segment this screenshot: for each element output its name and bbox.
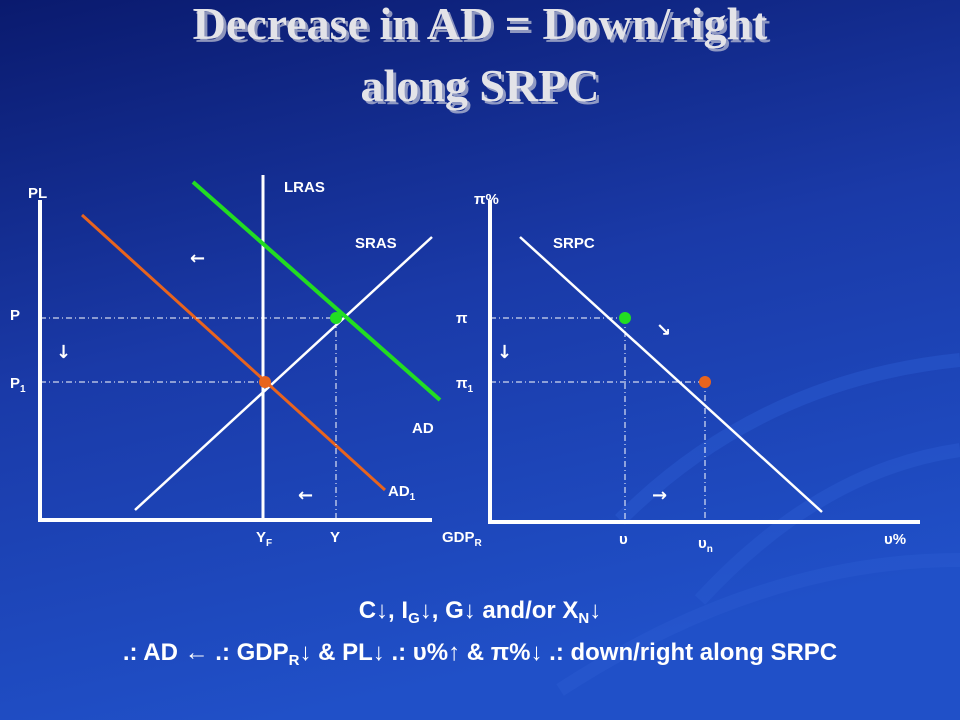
arrow: ↓: [497, 342, 512, 363]
equilibrium-point: [259, 376, 271, 388]
axis-label: π%: [474, 191, 499, 208]
axis-label: υ%: [884, 531, 906, 548]
text: C↓, I: [359, 597, 408, 624]
curve-label: SRAS: [355, 235, 397, 252]
footer-line: C↓, IG↓, G↓ and/or XN↓: [359, 597, 602, 627]
output-label: Y: [330, 529, 340, 546]
arrow: ↘: [656, 320, 671, 341]
text: ↓, G↓ and/or X: [420, 597, 579, 624]
curve-label: AD: [412, 420, 434, 437]
label-main: Y: [256, 529, 266, 546]
swirl-decoration: [556, 353, 960, 696]
title-shadow: Decrease in AD = Down/right: [196, 1, 771, 52]
ad1-line: [80, 213, 387, 492]
title: Decrease in AD = Down/right: [193, 0, 768, 49]
text: .: AD ← .: GDP: [123, 639, 289, 666]
label-main: AD: [388, 483, 410, 500]
label-sub: 1: [467, 384, 473, 395]
label-sub: 1: [20, 384, 26, 395]
arrow: ↓: [56, 342, 71, 363]
price-label: P: [10, 307, 20, 324]
curve-label: AD1: [388, 483, 416, 503]
equilibrium-point: [619, 312, 631, 324]
label-main: P: [10, 375, 20, 392]
subscript: N: [578, 610, 589, 627]
subscript: R: [289, 652, 300, 669]
ad-line: [191, 180, 442, 402]
axis-label: PL: [28, 185, 47, 202]
equilibrium-point: [699, 376, 711, 388]
text: ↓ & PL↓ .: υ%↑ & π%↓ .: down/right along…: [299, 639, 837, 666]
price-label: P1: [10, 375, 26, 395]
arrow: ←: [190, 248, 205, 269]
label-main: GDP: [442, 529, 475, 546]
text: ↓: [589, 597, 601, 624]
inflation-label: π1: [456, 375, 473, 395]
srpc-line: [519, 236, 823, 513]
output-label: YF: [256, 529, 272, 549]
arrow: ←: [298, 485, 313, 506]
unemployment-label: υn: [698, 535, 713, 555]
footer-line: .: AD ← .: GDPR↓ & PL↓ .: υ%↑ & π%↓ .: d…: [123, 639, 837, 669]
arrow: →: [652, 485, 667, 506]
label-sub: n: [707, 544, 713, 555]
label-main: π: [456, 375, 468, 392]
axis-label: GDPR: [442, 529, 483, 549]
label-sub: 1: [410, 492, 416, 503]
subscript: G: [408, 610, 420, 627]
curve-label: LRAS: [284, 179, 325, 196]
label-main: υ: [698, 535, 707, 552]
inflation-label: π: [456, 310, 468, 327]
sras-line: [134, 236, 433, 511]
label-sub: R: [475, 538, 483, 549]
curve-label: SRPC: [553, 235, 595, 252]
equilibrium-point: [330, 312, 342, 324]
title: along SRPC: [361, 60, 600, 111]
title-shadow: along SRPC: [364, 63, 603, 114]
label-sub: F: [266, 538, 272, 549]
unemployment-label: υ: [619, 531, 628, 548]
